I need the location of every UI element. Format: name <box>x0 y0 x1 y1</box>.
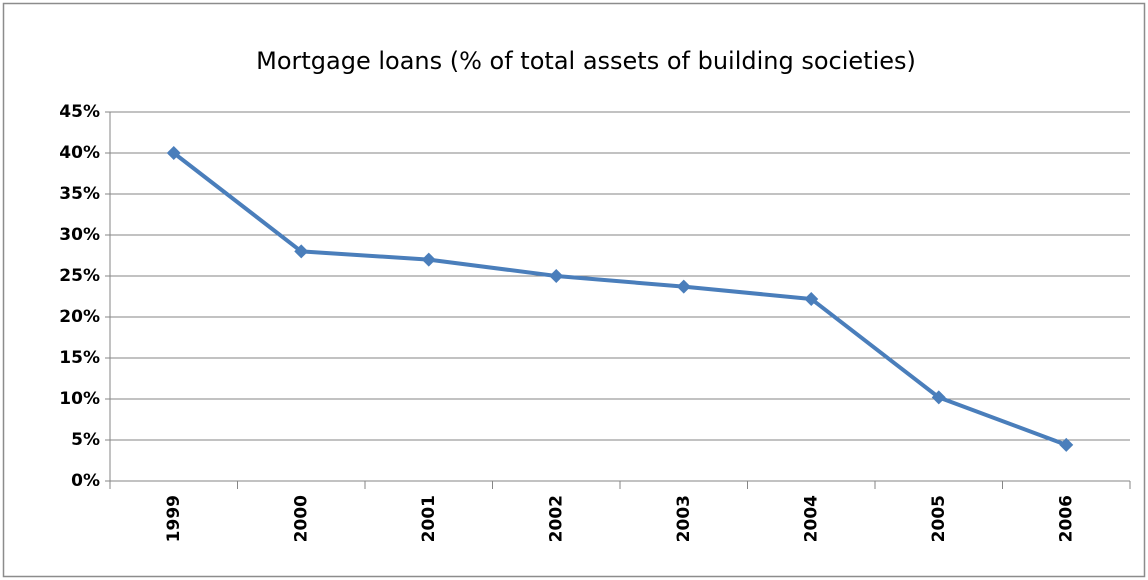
y-tick-label: 20% <box>59 307 100 327</box>
x-tick-label: 2005 <box>929 495 949 542</box>
y-tick-label: 30% <box>59 225 100 245</box>
y-tick-label: 25% <box>59 266 100 286</box>
marker <box>931 390 946 405</box>
y-tick-label: 10% <box>59 389 100 409</box>
marker <box>804 291 819 306</box>
x-tick-label: 2004 <box>801 495 821 542</box>
marker <box>421 252 436 267</box>
y-tick-label: 40% <box>59 143 100 163</box>
chart-title: Mortgage loans (% of total assets of bui… <box>256 47 916 75</box>
x-tick-label: 2000 <box>291 495 311 542</box>
x-tick-label: 2006 <box>1056 495 1076 542</box>
y-tick-label: 35% <box>59 184 100 204</box>
x-tick-label: 1999 <box>164 495 184 542</box>
y-tick-label: 45% <box>59 102 100 122</box>
marker <box>166 146 181 160</box>
series-line <box>172 151 1067 447</box>
y-tick-label: 0% <box>71 471 100 491</box>
y-tick-label: 5% <box>71 430 100 450</box>
x-tick-label: 2003 <box>674 495 694 542</box>
marker <box>1059 437 1074 452</box>
marker <box>676 279 691 294</box>
y-tick-label: 15% <box>59 348 100 368</box>
marker <box>294 244 309 259</box>
x-tick-label: 2002 <box>546 495 566 542</box>
x-tick-label: 2001 <box>419 495 439 542</box>
marker <box>549 269 564 283</box>
